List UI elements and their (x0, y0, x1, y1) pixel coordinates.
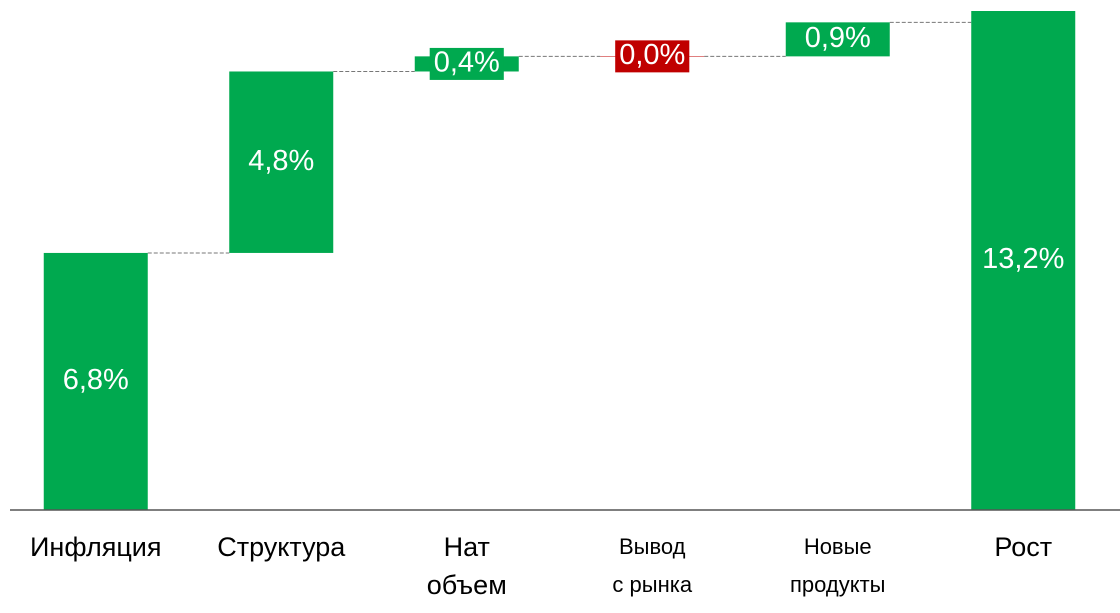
category-label: Структура (217, 532, 346, 562)
label-box (615, 40, 690, 73)
category-label: Рост (994, 532, 1053, 562)
value-label: 0,4% (434, 47, 500, 79)
value-label: 0,0% (619, 39, 685, 71)
label-box (800, 23, 875, 56)
value-label: 13,2% (982, 243, 1064, 275)
category-label: Нат объем (426, 532, 507, 600)
bar (43, 252, 148, 510)
label-box (429, 47, 504, 80)
value-label: 0,9% (805, 22, 871, 54)
category-label: Новые продукты (790, 534, 886, 597)
value-label: 4,8% (248, 145, 314, 177)
category-label: Вывод с рынка (612, 534, 693, 597)
bar (971, 11, 1076, 510)
bar (229, 71, 334, 253)
value-label: 6,8% (63, 364, 129, 396)
category-label: Инфляция (30, 532, 162, 562)
